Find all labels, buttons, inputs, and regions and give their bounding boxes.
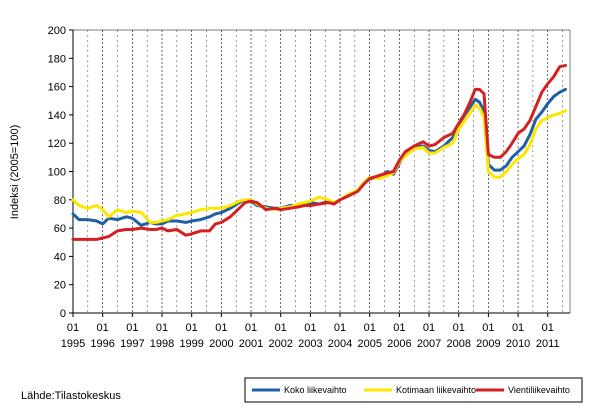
- x-tick-year: 2010: [506, 338, 530, 350]
- x-tick-year: 1997: [120, 338, 144, 350]
- y-tick-label: 60: [54, 223, 66, 235]
- x-tick-year: 2003: [298, 338, 322, 350]
- y-tick-label: 160: [48, 82, 66, 94]
- x-tick-month: 01: [67, 322, 79, 334]
- x-tick-month: 01: [97, 322, 109, 334]
- x-tick-year: 1996: [90, 338, 114, 350]
- x-tick-month: 01: [542, 322, 554, 334]
- x-tick-year: 2004: [328, 338, 352, 350]
- y-tick-label: 180: [48, 53, 66, 65]
- y-tick-label: 80: [54, 195, 66, 207]
- x-tick-month: 01: [126, 322, 138, 334]
- x-tick-year: 1999: [179, 338, 203, 350]
- legend-label: Koko liikevaihto: [284, 385, 347, 395]
- x-tick-year: 2011: [536, 338, 560, 350]
- x-tick-month: 01: [453, 322, 465, 334]
- y-tick-label: 140: [48, 110, 66, 122]
- legend-label: Vientiliikevaihto: [508, 385, 570, 395]
- x-tick-year: 2007: [417, 338, 441, 350]
- y-tick-label: 40: [54, 251, 66, 263]
- x-tick-year: 2000: [209, 338, 233, 350]
- y-tick-label: 200: [48, 25, 66, 37]
- x-tick-year: 1995: [61, 338, 85, 350]
- legend-label: Kotimaan liikevaihto: [396, 385, 476, 395]
- x-tick-month: 01: [304, 322, 316, 334]
- y-tick-label: 120: [48, 138, 66, 150]
- legend-items: Koko liikevaihto Kotimaan liikevaihto Vien…: [252, 385, 570, 395]
- x-tick-month: 01: [156, 322, 168, 334]
- x-tick-year: 2005: [357, 338, 381, 350]
- legend: Koko liikevaihto Kotimaan liikevaihto Vien…: [245, 378, 582, 402]
- x-tick-month: 01: [334, 322, 346, 334]
- y-axis-title: Indeksi (2005=100): [9, 125, 21, 219]
- x-tick-year: 2006: [387, 338, 411, 350]
- x-tick-year: 2009: [476, 338, 500, 350]
- x-tick-month: 01: [393, 322, 405, 334]
- x-tick-year: 2002: [268, 338, 292, 350]
- x-tick-year: 1998: [150, 338, 174, 350]
- x-tick-labels: 01 1995 01 1996 01 1997 01 1998 01 1999 01 2000 01 20…: [61, 313, 560, 350]
- x-tick-month: 01: [186, 322, 198, 334]
- x-tick-year: 2008: [446, 338, 470, 350]
- y-tick-label: 0: [60, 308, 66, 320]
- y-tick-label: 20: [54, 280, 66, 292]
- x-tick-month: 01: [275, 322, 287, 334]
- source-note: Lähde:Tilastokeskus: [21, 390, 121, 402]
- y-tick-label: 100: [48, 167, 66, 179]
- x-tick-month: 01: [215, 322, 227, 334]
- y-tick-labels: 0 20 40 60 80 100 120 140 160 180 200: [48, 25, 73, 320]
- x-tick-month: 01: [364, 322, 376, 334]
- x-tick-month: 01: [423, 322, 435, 334]
- x-tick-month: 01: [482, 322, 494, 334]
- x-tick-month: 01: [512, 322, 524, 334]
- x-tick-year: 2001: [239, 338, 263, 350]
- x-tick-month: 01: [245, 322, 257, 334]
